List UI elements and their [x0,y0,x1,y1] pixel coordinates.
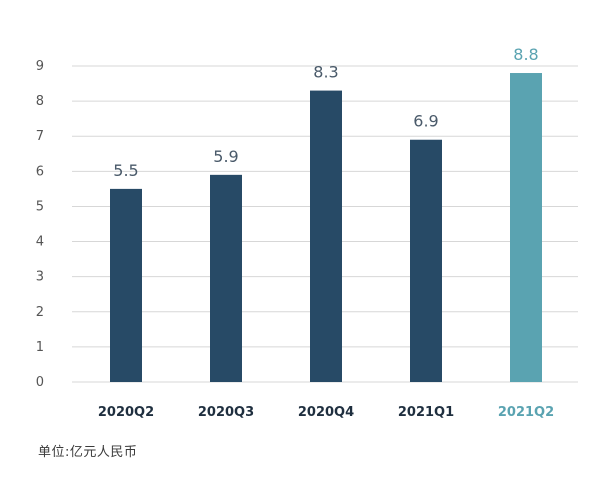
bar-2020Q4 [310,90,342,383]
category-label: 2020Q2 [98,405,154,420]
unit-footnote: 单位:亿元人民币 [38,445,138,460]
category-label: 2021Q1 [398,405,454,420]
bar-2021Q1 [410,139,442,382]
y-tick-label: 2 [36,305,44,320]
y-axis-ticks: 0 1 2 3 4 5 6 7 8 9 [36,59,44,390]
bar-2020Q2 [110,188,142,382]
category-labels: 2020Q2 2020Q3 2020Q4 2021Q1 2021Q2 [98,405,554,420]
y-tick-label: 4 [36,235,44,250]
value-label: 5.9 [213,147,238,166]
y-tick-label: 8 [36,94,44,109]
y-tick-label: 5 [36,199,44,214]
y-tick-label: 9 [36,59,44,74]
y-tick-label: 1 [36,340,44,355]
value-label: 8.8 [513,45,538,64]
category-label: 2021Q2 [498,405,554,420]
value-label: 5.5 [113,161,138,180]
category-label: 2020Q3 [198,405,254,420]
value-label: 6.9 [413,112,438,131]
category-label: 2020Q4 [298,405,354,420]
y-tick-label: 7 [36,129,44,144]
bar-2021Q2 [510,73,542,383]
bars [110,73,542,383]
bar-2020Q3 [210,174,242,382]
y-tick-label: 6 [36,164,44,179]
y-tick-label: 3 [36,270,44,285]
value-label: 8.3 [313,63,338,82]
y-tick-label: 0 [36,375,44,390]
value-labels: 5.5 5.9 8.3 6.9 8.8 [113,45,538,180]
